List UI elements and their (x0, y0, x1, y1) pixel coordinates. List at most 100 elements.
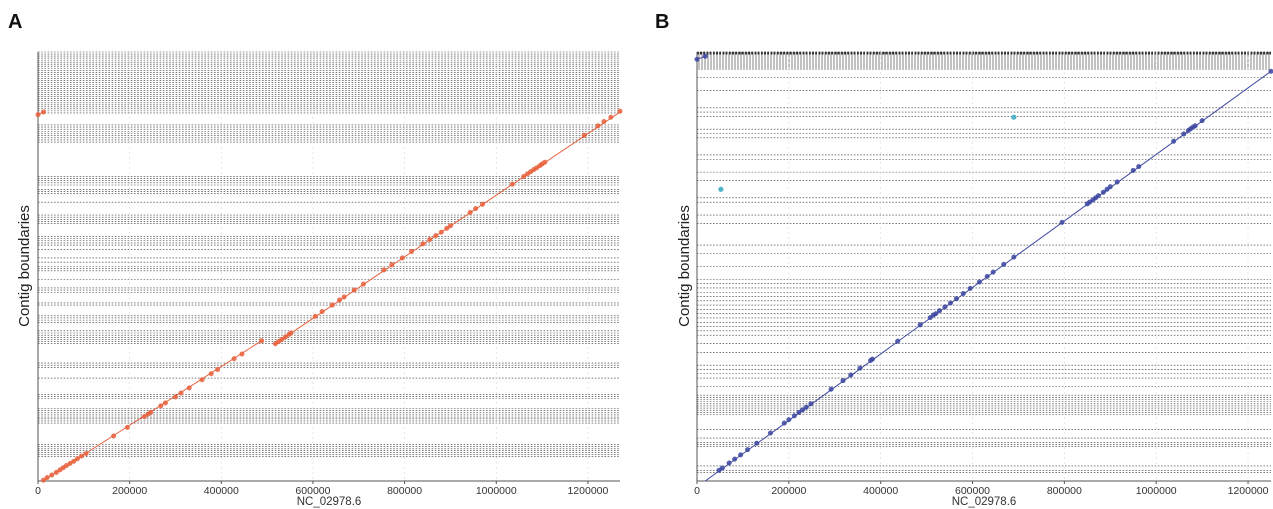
alignment-point (67, 460, 73, 466)
alignment-point (35, 112, 41, 118)
alignment-point (738, 452, 744, 458)
x-tick-label: 600000 (295, 485, 330, 497)
alignment-point (1181, 131, 1187, 137)
alignment-point (408, 248, 414, 254)
alignment-point (1171, 138, 1177, 144)
alignment-point (732, 456, 738, 462)
alignment-point (617, 108, 623, 114)
x-axis-title: NC_02978.6 (297, 496, 362, 508)
alignment-point (984, 273, 990, 279)
alignment-point (381, 267, 387, 273)
alignment-point (803, 404, 809, 410)
alignment-point (895, 338, 901, 344)
alignment-point (399, 255, 405, 261)
alignment-point (848, 372, 854, 378)
alignment-point (786, 417, 792, 423)
alignment-point (1001, 261, 1007, 267)
alignment-point (389, 262, 395, 268)
alignment-point (239, 351, 245, 357)
outlier-point (1011, 114, 1017, 120)
x-tick-label: 1000000 (1136, 485, 1177, 497)
alignment-point (933, 311, 939, 317)
x-tick-label: 400000 (863, 485, 898, 497)
alignment-point (467, 209, 473, 215)
alignment-point (351, 287, 357, 293)
alignment-point (781, 420, 787, 426)
vertical-gridlines (788, 52, 1249, 481)
alignment-point (581, 132, 587, 138)
alignment-point (840, 378, 846, 384)
alignment-point (427, 236, 433, 242)
alignment-point (1104, 186, 1110, 192)
alignment-point (40, 477, 46, 483)
alignment-point (960, 291, 966, 297)
panel-b: B 0 200000 400000 600000 800000 1000000 120000… (655, 11, 1273, 508)
alignment-point (172, 394, 178, 400)
alignment-point (40, 109, 46, 115)
alignment-point (808, 401, 814, 407)
y-axis-title: Contig boundaries (676, 205, 693, 327)
alignment-point (337, 297, 343, 303)
alignment-point (279, 336, 285, 342)
alignment-point (480, 201, 486, 207)
alignment-points (35, 108, 623, 483)
alignment-point (601, 118, 607, 124)
alignment-point (947, 300, 953, 306)
x-tick-labels: 0 200000 400000 600000 800000 1000000 1200000 (35, 481, 609, 497)
alignment-point (288, 330, 294, 336)
alignment-point (329, 302, 335, 308)
alignment-point (967, 285, 973, 291)
panel-letter-a: A (8, 11, 22, 33)
alignment-point (44, 475, 50, 481)
alignment-point (74, 456, 80, 462)
alignment-point (1059, 219, 1065, 225)
alignment-point (1199, 118, 1205, 124)
contig-boundary-lines (697, 51, 1271, 473)
alignment-point (199, 377, 205, 383)
x-tick-label: 800000 (1047, 485, 1082, 497)
alignment-point (438, 229, 444, 235)
alignment-point (259, 338, 265, 344)
alignment-point (917, 322, 923, 328)
alignment-point (1130, 167, 1136, 173)
alignment-point (49, 472, 55, 478)
alignment-point (595, 123, 601, 129)
alignment-point (927, 315, 933, 321)
alignment-points (694, 53, 1273, 473)
alignment-point (953, 296, 959, 302)
x-tick-label: 1200000 (1228, 485, 1269, 497)
alignment-point (1192, 123, 1198, 129)
alignment-point (719, 465, 725, 471)
alignment-point (1100, 189, 1106, 195)
alignment-point (473, 206, 479, 212)
x-tick-label: 0 (35, 485, 41, 497)
x-tick-label: 1000000 (476, 485, 517, 497)
alignment-point (694, 56, 700, 62)
alignment-point (509, 181, 515, 187)
alignment-point (857, 365, 863, 371)
alignment-point (433, 233, 439, 239)
x-tick-label: 0 (694, 485, 700, 497)
alignment-point (79, 453, 85, 459)
panel-a: A 0 200000 400000 600000 800000 1000000 120000… (8, 11, 623, 508)
alignment-point (1011, 254, 1017, 260)
y-axis-title: Contig boundaries (16, 205, 33, 327)
alignment-point (231, 356, 237, 362)
alignment-point (447, 223, 453, 229)
alignment-point (976, 279, 982, 285)
vertical-gridlines (129, 52, 589, 481)
alignment-point (444, 225, 450, 231)
x-tick-label: 1200000 (567, 485, 608, 497)
alignment-point (71, 458, 77, 464)
x-tick-label: 600000 (955, 485, 990, 497)
panel-letter-b: B (655, 11, 669, 33)
alignment-point (341, 294, 347, 300)
x-tick-label: 400000 (204, 485, 239, 497)
alignment-point (208, 371, 214, 377)
alignment-point (542, 159, 548, 165)
alignment-point (282, 334, 288, 340)
x-tick-label: 800000 (387, 485, 422, 497)
x-tick-label: 200000 (112, 485, 147, 497)
alignment-point (1107, 184, 1113, 190)
alignment-point (111, 433, 117, 439)
